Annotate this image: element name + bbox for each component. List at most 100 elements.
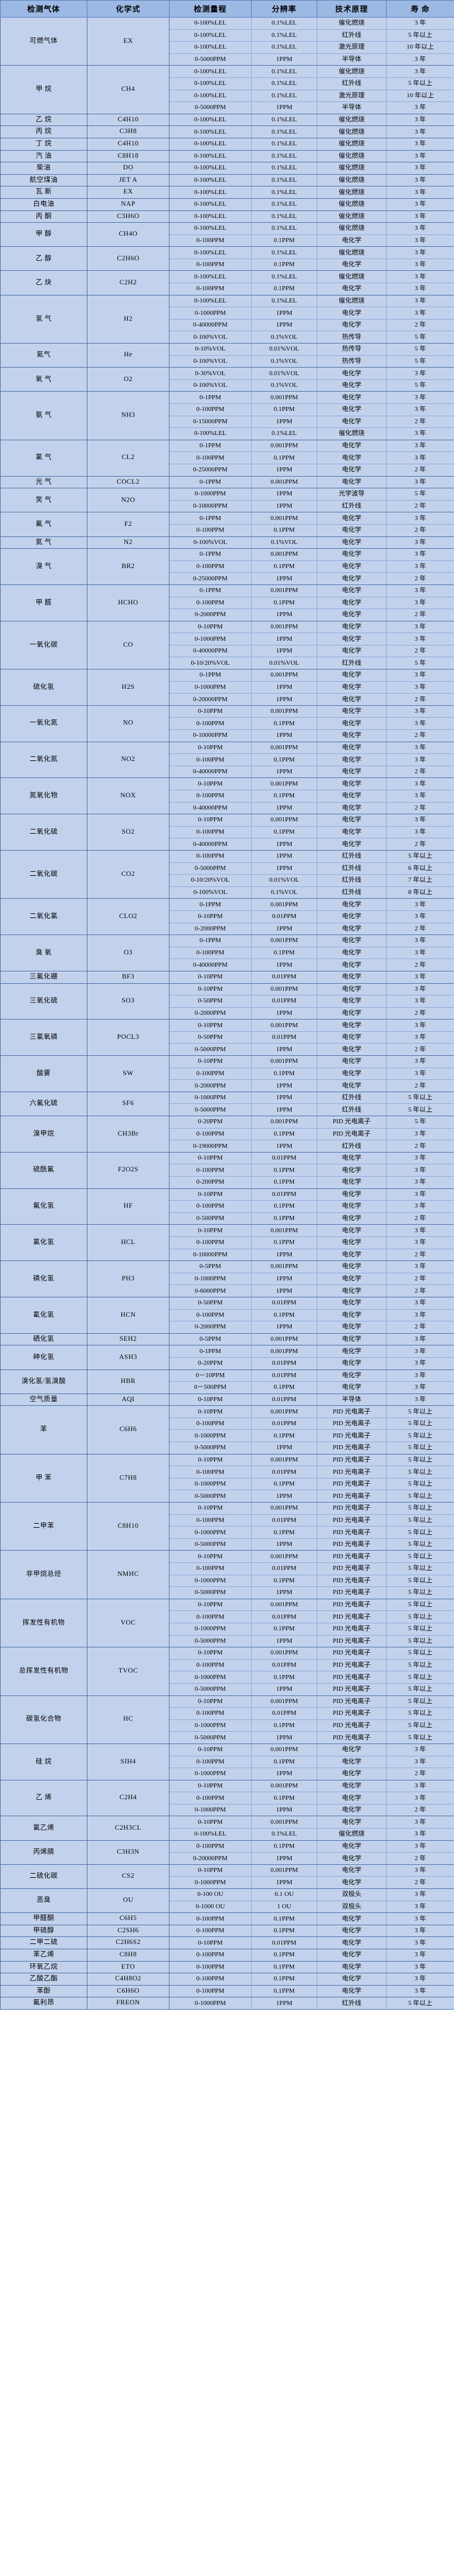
cell-range: 0-10000PPM — [169, 729, 252, 742]
table-row: 柴油 DO 0-100%LEL 0.1%LEL 催化燃烧 3 年 — [0, 162, 454, 175]
cell-resolution: 0.1PPM — [251, 790, 317, 803]
cell-technology: 电化学 — [317, 379, 387, 392]
cell-lifetime: 2 年 — [386, 415, 454, 429]
cell-range: 0-100PPM — [169, 1924, 252, 1938]
cell-technology: 催化燃烧 — [317, 162, 387, 175]
cell-resolution: 0.1PPM — [251, 1477, 317, 1491]
cell-resolution: 0.1%VOL — [251, 355, 317, 368]
cell-lifetime: 5 年以上 — [386, 1634, 454, 1648]
cell-lifetime: 5 年以上 — [386, 1598, 454, 1612]
cell-range: 0-10000PPM — [169, 499, 252, 513]
cell-lifetime: 3 年 — [386, 1127, 454, 1141]
table-row: 氯化氢 HCL 0-10PPM 0.001PPM 电化学 3 年 — [0, 1224, 454, 1262]
cell-technology: 激光原理 — [317, 89, 387, 103]
table-row: 0-10/20%VOL 0.01%VOL 红外线 5 年 — [1, 657, 454, 670]
cell-formula: POCL3 — [87, 1019, 170, 1056]
cell-gas: 氟利昂 — [0, 1997, 87, 2010]
cell-resolution: 0.01PPM — [251, 1296, 317, 1310]
cell-formula: HCL — [87, 1224, 170, 1262]
cell-technology: PID 光电离子 — [317, 1116, 387, 1129]
cell-technology: 电化学 — [317, 415, 387, 429]
cell-resolution: 0.1PPM — [251, 1200, 317, 1213]
table-row: 0-25000PPM 1PPM 电化学 2 年 — [1, 572, 454, 585]
cell-resolution: 0.01PPM — [251, 1357, 317, 1370]
cell-lifetime: 2 年 — [386, 499, 454, 513]
cell-technology: 电化学 — [317, 283, 387, 295]
table-row: 0-5000PPM 1PPM PID 光电离子 5 年以上 — [1, 1731, 454, 1744]
cell-resolution: 1PPM — [251, 959, 317, 971]
cell-lifetime: 5 年以上 — [386, 77, 454, 90]
cell-range: 0-20000PPM — [169, 1852, 252, 1865]
cell-resolution: 0.001PPM — [251, 620, 317, 634]
cell-formula: ETO — [87, 1960, 170, 1974]
cell-range: 0-100%LEL — [169, 210, 252, 223]
cell-lifetime: 5 年以上 — [386, 1502, 454, 1515]
cell-lifetime: 3 年 — [386, 1369, 454, 1382]
cell-lifetime: 3 年 — [386, 174, 454, 187]
cell-resolution: 0.001PPM — [251, 1453, 317, 1467]
cell-range: 0-5000PPM — [169, 1634, 252, 1648]
cell-technology: 电化学 — [317, 475, 387, 489]
table-row: 氟 气 F2 0-1PPM 0.001PPM 电化学 3 年 — [0, 512, 454, 537]
cell-range: 0-10PPM — [169, 1598, 252, 1612]
cell-resolution: 0.001PPM — [251, 1116, 317, 1129]
cell-lifetime: 2 年 — [386, 1043, 454, 1056]
table-row: 溴 气 BR2 0-1PPM 0.001PPM 电化学 3 年 — [0, 548, 454, 585]
cell-formula: He — [87, 343, 170, 368]
cell-gas: 氯化氢 — [0, 1224, 87, 1262]
cell-range: 0-100%LEL — [169, 1828, 252, 1841]
table-row: 0-2000PPM 1PPM 电化学 2 年 — [1, 609, 454, 621]
cell-range: 0-10PPM — [169, 983, 252, 996]
cell-range: 0-100PPM — [169, 1912, 252, 1925]
table-row: 0-10000PPM 1PPM 红外线 2 年 — [1, 499, 454, 513]
cell-gas: 乙 醇 — [0, 246, 87, 271]
cell-gas: 甲醛酮 — [0, 1912, 87, 1925]
cell-range: 0-10/20%VOL — [169, 657, 252, 670]
cell-resolution: 0.001PPM — [251, 584, 317, 597]
cell-gas: 酸雾 — [0, 1055, 87, 1092]
cell-formula: C4H8O2 — [87, 1973, 170, 1986]
cell-lifetime: 7 年以上 — [386, 874, 454, 887]
table-row: 氢 气 H2 0-100%LEL 0.1%LEL 催化燃烧 3 年 — [0, 294, 454, 344]
cell-range: 0-100%LEL — [169, 246, 252, 259]
table-row: 甲 苯 C7H8 0-10PPM 0.001PPM PID 光电离子 5 年以上 — [0, 1453, 454, 1503]
cell-gas: 砷化氢 — [0, 1345, 87, 1370]
cell-lifetime: 3 年 — [386, 1188, 454, 1201]
cell-resolution: 1PPM — [251, 609, 317, 621]
cell-resolution: 0.001PPM — [251, 1019, 317, 1032]
table-row: 硫酰氟 F2O2S 0-10PPM 0.01PPM 电化学 3 年 — [0, 1151, 454, 1189]
table-row: 0-2000PPM 1PPM 电化学 2 年 — [1, 1079, 454, 1092]
cell-technology: 电化学 — [317, 1284, 387, 1297]
cell-resolution: 1PPM — [251, 801, 317, 815]
cell-range: 0-100PPM — [169, 946, 252, 960]
cell-gas: 三氧化硫 — [0, 983, 87, 1020]
cell-formula: C2SH6 — [87, 1924, 170, 1938]
cell-lifetime: 3 年 — [386, 1296, 454, 1310]
cell-lifetime: 2 年 — [386, 1272, 454, 1286]
table-row: 0-10/20%VOL 0.01%VOL 红外线 7 年以上 — [1, 874, 454, 887]
cell-lifetime: 5 年 — [386, 1116, 454, 1129]
cell-technology: 催化燃烧 — [317, 113, 387, 127]
table-row: 甲 烷 CH4 0-100%LEL 0.1%LEL 催化燃烧 3 年 — [0, 65, 454, 114]
cell-resolution: 0.01%VOL — [251, 657, 317, 670]
cell-technology: 电化学 — [317, 1007, 387, 1020]
cell-range: 0-5000PPM — [169, 1586, 252, 1599]
table-row: 0-2000PPM 1PPM 电化学 2 年 — [1, 922, 454, 936]
cell-technology: 热传导 — [317, 331, 387, 344]
cell-technology: 电化学 — [317, 258, 387, 271]
table-row: 二甲二硫 C2H6S2 0-10PPM 0.01PPM 电化学 3 年 — [0, 1936, 454, 1949]
cell-resolution: 0.1%VOL — [251, 331, 317, 344]
table-row: 甲醛酮 C6H5 0-100PPM 0.1PPM 电化学 3 年 — [0, 1912, 454, 1925]
cell-range: 0-20PPM — [169, 1116, 252, 1129]
cell-technology: PID 光电离子 — [317, 1647, 387, 1660]
cell-lifetime: 3 年 — [386, 149, 454, 163]
cell-resolution: 0.001PPM — [251, 1864, 317, 1877]
table-row: 0-20PPM 0.01PPM 电化学 3 年 — [1, 1357, 454, 1370]
cell-technology: 催化燃烧 — [317, 17, 387, 30]
table-row: 三氯氧磷 POCL3 0-10PPM 0.001PPM 电化学 3 年 — [0, 1019, 454, 1056]
cell-range: 0-10PPM — [169, 910, 252, 923]
cell-formula: C8H8 — [87, 1949, 170, 1962]
cell-technology: PID 光电离子 — [317, 1453, 387, 1467]
cell-range: 0-5000PPM — [169, 1442, 252, 1454]
cell-technology: 半导体 — [317, 1393, 387, 1406]
